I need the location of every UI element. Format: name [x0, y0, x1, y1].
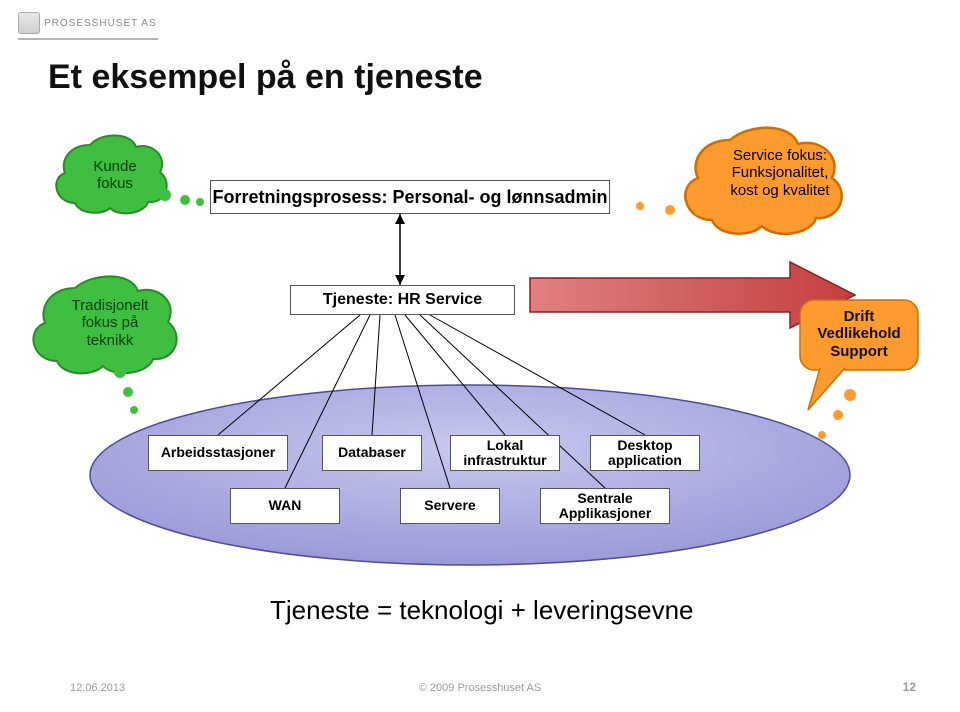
trail-dot [694, 204, 706, 216]
footer-copyright: © 2009 Prosesshuset AS [0, 682, 960, 694]
box-wan: WAN [230, 488, 340, 524]
trail-dot [130, 406, 138, 414]
cloud-tradisjonelt-label: Tradisjonelt fokus på teknikk [50, 288, 170, 358]
process-box: Forretningsprosess: Personal- og lønnsad… [210, 180, 610, 214]
cloud-kunde-label: Kunde fokus [70, 150, 160, 200]
box-arbeidsstasjoner: Arbeidsstasjoner [148, 435, 288, 471]
callout-text: Drift Vedlikehold Support [800, 308, 918, 360]
box-sentrale-applikasjoner: Sentrale Applikasjoner [540, 488, 670, 524]
trail-dot [818, 431, 826, 439]
trail-dot [844, 389, 856, 401]
box-desktop-application: Desktop application [590, 435, 700, 471]
footer-page-number: 12 [903, 680, 916, 694]
box-databaser: Databaser [322, 435, 422, 471]
subtitle: Tjeneste = teknologi + leveringsevne [270, 595, 694, 626]
trail-dot [114, 366, 126, 378]
trail-dot [665, 205, 675, 215]
platform-ellipse [90, 385, 850, 565]
trail-dot [636, 202, 644, 210]
trail-dot [123, 387, 133, 397]
box-lokal-infrastruktur: Lokal infrastruktur [450, 435, 560, 471]
trail-dot [833, 410, 843, 420]
cloud-service-label: Service fokus: Funksjonalitet, kost og k… [710, 138, 850, 208]
box-servere: Servere [400, 488, 500, 524]
trail-dot [196, 198, 204, 206]
service-box: Tjeneste: HR Service [290, 285, 515, 315]
trail-dot [159, 189, 171, 201]
trail-dot [180, 195, 190, 205]
